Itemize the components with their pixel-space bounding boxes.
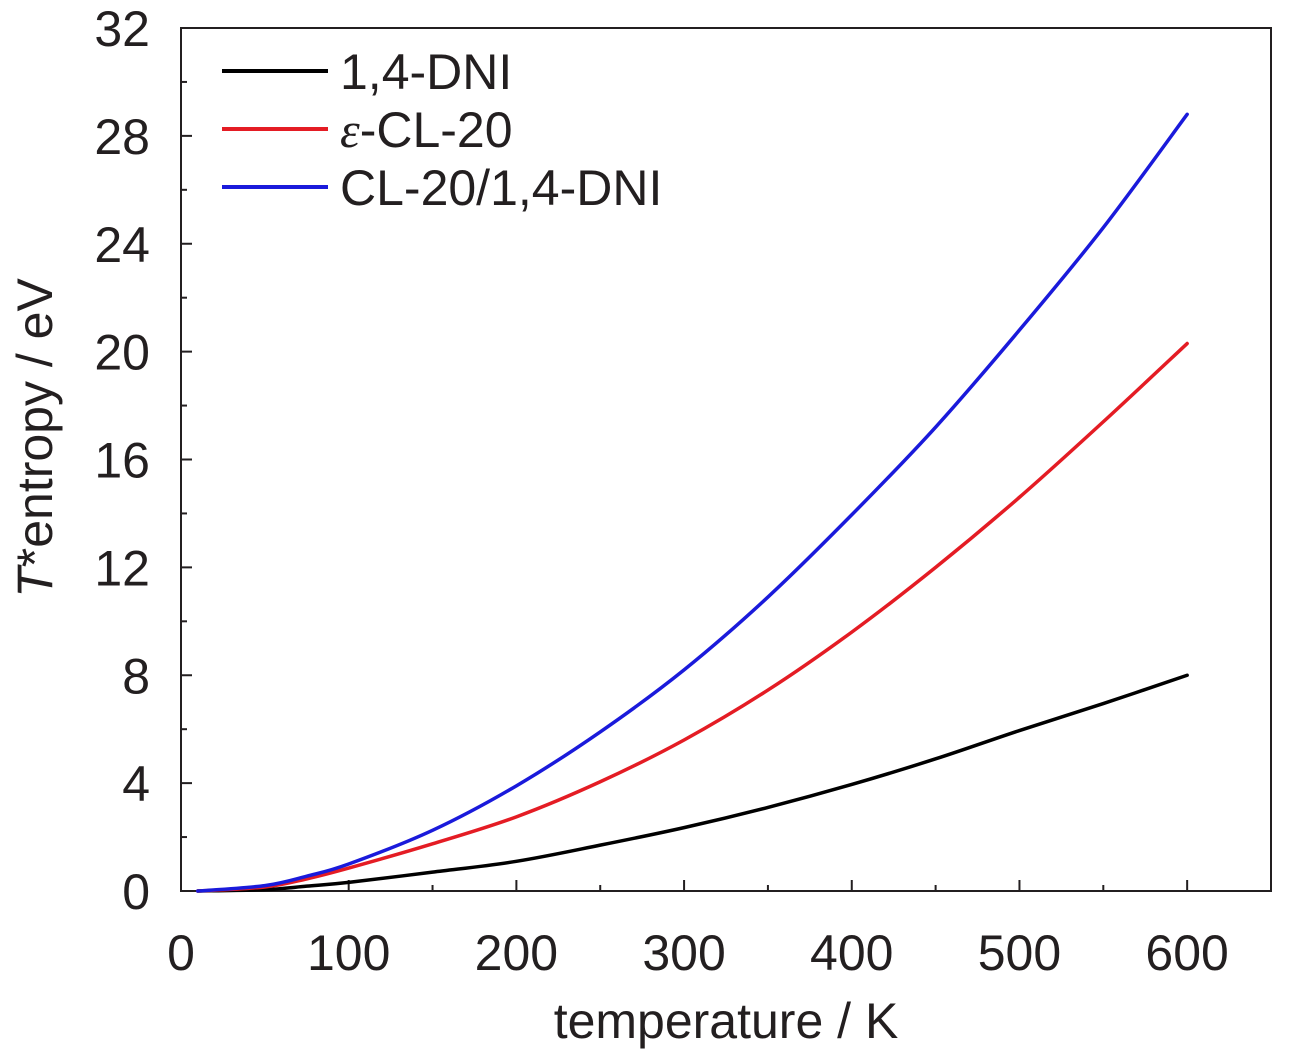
y-tick-label: 16 xyxy=(94,433,150,489)
series-layer xyxy=(196,112,1189,893)
y-axis-title-italic: T xyxy=(7,564,63,598)
x-tick-label: 100 xyxy=(307,925,390,981)
legend-label-prefix: ε xyxy=(340,102,360,158)
legend-label-2: ε-CL-20 xyxy=(340,102,513,158)
y-tick-label: 24 xyxy=(94,217,150,273)
x-tick-label: 400 xyxy=(810,925,893,981)
x-tick-label: 600 xyxy=(1145,925,1228,981)
x-tick-label: 200 xyxy=(475,925,558,981)
y-tick-label: 20 xyxy=(94,325,150,381)
series-line-1 xyxy=(196,673,1189,893)
y-tick-label: 32 xyxy=(94,1,150,57)
legend-label-suffix: -CL-20 xyxy=(360,102,513,158)
series-line-3 xyxy=(196,112,1189,893)
legend-label-1: 1,4-DNI xyxy=(340,44,512,100)
series-line-2 xyxy=(196,341,1189,893)
y-tick-label: 12 xyxy=(94,540,150,596)
y-axis-title-rest: *entropy / eV xyxy=(7,278,63,568)
y-tick-label: 8 xyxy=(122,648,150,704)
y-tick-label: 4 xyxy=(122,756,150,812)
y-axis-title: T*entropy / eV xyxy=(7,278,63,598)
legend-label-3: CL-20/1,4-DNI xyxy=(340,160,662,216)
x-tick-label: 500 xyxy=(978,925,1061,981)
y-tick-label: 0 xyxy=(122,864,150,920)
axes: 0 100 200 300 400 500 600 0 4 8 12 16 20 24 28 32 xyxy=(94,1,1272,981)
x-tick-label: 300 xyxy=(642,925,725,981)
y-tick-label: 28 xyxy=(94,109,150,165)
x-tick-label: 0 xyxy=(167,925,195,981)
x-axis-title: temperature / K xyxy=(554,993,899,1049)
